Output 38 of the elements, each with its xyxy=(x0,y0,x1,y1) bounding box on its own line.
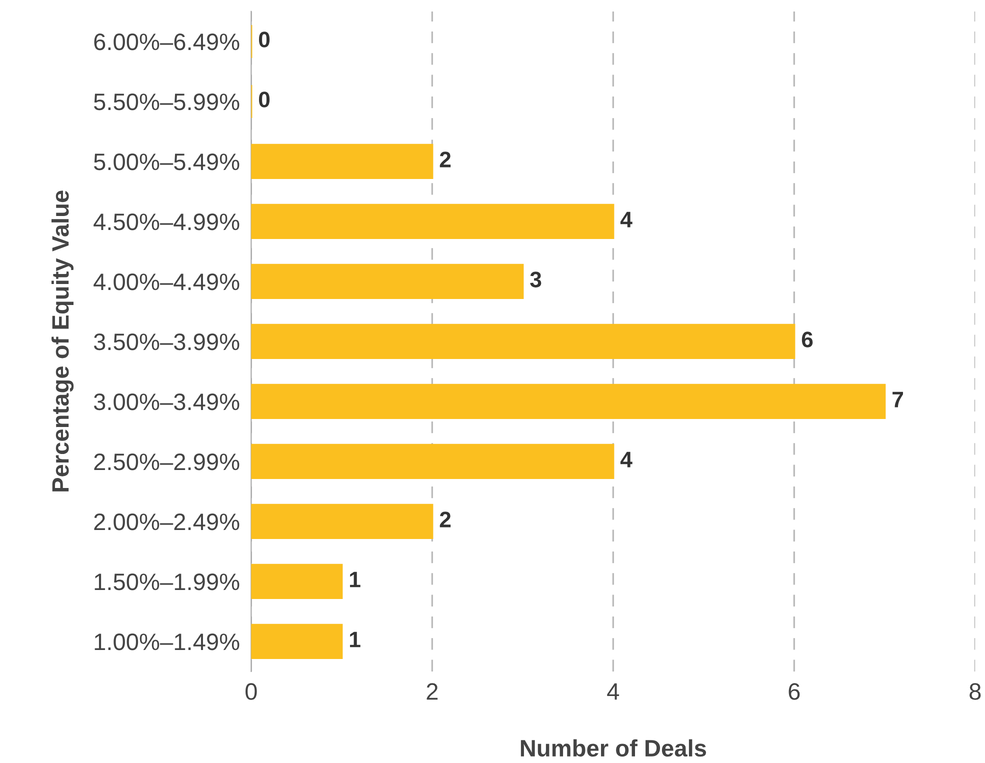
y-tick-label: 3.00%–3.49% xyxy=(94,394,240,410)
y-tick-label: 1.50%–1.99% xyxy=(94,574,240,590)
data-label: 0 xyxy=(259,32,270,48)
bar xyxy=(251,564,343,599)
bar xyxy=(251,624,343,659)
bar xyxy=(251,444,614,479)
y-axis-title: Percentage of Equity Value xyxy=(51,190,74,492)
data-label: 1 xyxy=(350,572,360,588)
x-tick-label: 6 xyxy=(788,683,800,700)
data-label: 6 xyxy=(802,332,813,348)
data-label: 2 xyxy=(440,512,451,528)
y-tick-label: 5.50%–5.99% xyxy=(94,94,240,110)
x-tick-label: 2 xyxy=(426,683,438,700)
y-tick-label: 1.00%–1.49% xyxy=(94,634,240,650)
y-tick-label: 2.00%–2.49% xyxy=(94,514,240,530)
bar xyxy=(251,204,614,239)
bar xyxy=(251,324,796,359)
y-tick-label: 6.00%–6.49% xyxy=(94,34,240,50)
y-tick-label: 2.50%–2.99% xyxy=(94,454,240,470)
data-label: 4 xyxy=(620,212,632,228)
data-label: 2 xyxy=(440,152,451,168)
bar xyxy=(251,384,886,419)
y-tick-label: 5.00%–5.49% xyxy=(94,154,240,170)
data-label: 7 xyxy=(892,392,903,408)
x-axis-title: Number of Deals xyxy=(520,739,706,757)
bar xyxy=(251,504,434,539)
y-tick-label: 3.50%–3.99% xyxy=(94,334,240,350)
y-tick-label: 4.00%–4.49% xyxy=(94,274,240,290)
bar xyxy=(251,264,524,299)
bar xyxy=(251,144,434,179)
data-label: 1 xyxy=(350,632,360,648)
data-label: 3 xyxy=(530,272,542,288)
data-label: 0 xyxy=(259,92,270,108)
x-tick-label: 0 xyxy=(246,683,257,700)
x-tick-label: 8 xyxy=(970,683,981,700)
y-tick-label: 4.50%–4.99% xyxy=(94,214,240,230)
x-tick-label: 4 xyxy=(607,683,620,700)
data-label: 4 xyxy=(620,452,632,468)
